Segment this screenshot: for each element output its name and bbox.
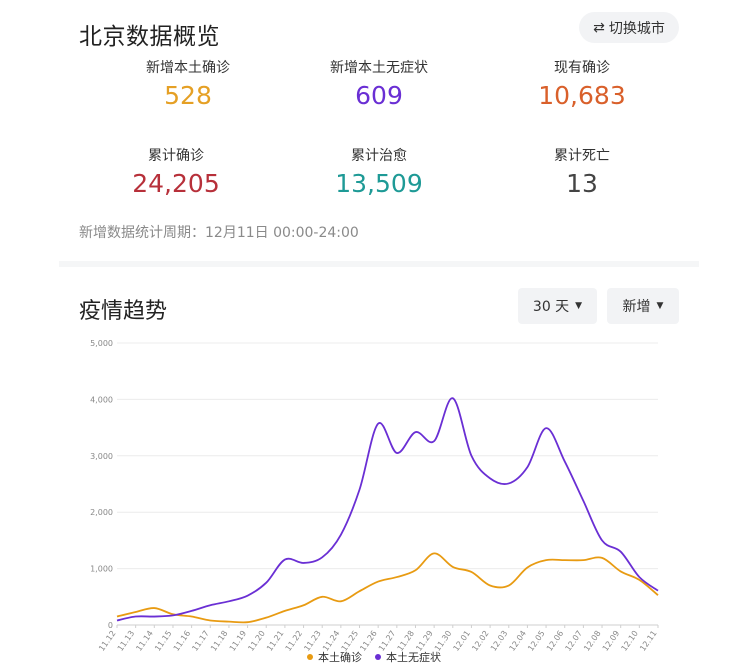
stats-period-note: 新增数据统计周期：12月11日 00:00-24:00 — [79, 225, 359, 241]
y-tick-label: 5,000 — [90, 339, 113, 348]
stat-label: 累计确诊 — [148, 148, 204, 164]
x-tick-label: 11.30 — [433, 629, 454, 653]
stat-new-local-confirmed: 新增本土确诊 528 — [88, 58, 288, 112]
x-tick-label: 11.28 — [396, 629, 417, 653]
x-tick-label: 11.16 — [172, 629, 193, 653]
x-tick-label: 11.23 — [302, 629, 323, 653]
stat-label: 累计死亡 — [554, 148, 610, 164]
switch-city-button[interactable]: ⇄ 切换城市 — [579, 12, 679, 43]
switch-city-label: 切换城市 — [608, 20, 665, 37]
series-line-1 — [116, 397, 659, 622]
x-tick-label: 11.21 — [265, 629, 286, 653]
page-title: 北京数据概览 — [79, 24, 220, 50]
legend-marker — [307, 654, 313, 660]
x-tick-label: 12.07 — [564, 629, 585, 653]
x-tick-label: 11.13 — [116, 629, 137, 653]
x-tick-label: 11.27 — [377, 629, 398, 653]
x-tick-label: 11.29 — [414, 629, 435, 653]
legend-label: 本土无症状 — [386, 650, 441, 664]
caret-down-icon: ▼ — [575, 301, 583, 311]
x-tick-label: 11.17 — [190, 629, 211, 653]
stat-total-deaths: 累计死亡 13 — [482, 146, 682, 200]
y-tick-label: 1,000 — [90, 565, 113, 574]
x-tick-label: 12.09 — [601, 629, 622, 653]
legend-label: 本土确诊 — [318, 650, 362, 664]
stat-new-local-asymptomatic: 新增本土无症状 609 — [279, 58, 479, 112]
y-tick-label: 4,000 — [90, 395, 113, 404]
stat-value: 13,509 — [335, 169, 423, 198]
x-tick-label: 11.18 — [209, 629, 230, 653]
x-tick-label: 11.12 — [97, 629, 118, 653]
range-dropdown-label: 30 天 — [532, 299, 570, 315]
x-tick-label: 12.02 — [470, 629, 491, 653]
x-tick-label: 12.03 — [489, 629, 510, 653]
range-dropdown[interactable]: 30 天 ▼ — [518, 288, 597, 324]
x-tick-label: 12.08 — [582, 629, 603, 653]
swap-arrows-icon: ⇄ — [593, 19, 605, 36]
stat-value: 13 — [566, 169, 598, 198]
mode-dropdown[interactable]: 新增 ▼ — [607, 288, 679, 324]
x-tick-label: 11.25 — [340, 629, 361, 653]
stat-label: 现有确诊 — [554, 60, 610, 76]
y-tick-label: 0 — [108, 621, 113, 630]
x-tick-label: 12.05 — [526, 629, 547, 653]
caret-down-icon: ▼ — [656, 301, 664, 311]
x-tick-label: 12.01 — [452, 629, 473, 653]
x-tick-label: 12.10 — [619, 629, 640, 653]
legend-marker — [375, 654, 381, 660]
x-tick-label: 12.11 — [638, 629, 659, 653]
stat-label: 新增本土无症状 — [330, 60, 428, 76]
stat-value: 10,683 — [538, 81, 626, 110]
stat-value: 24,205 — [132, 169, 220, 198]
stat-current-confirmed: 现有确诊 10,683 — [482, 58, 682, 112]
trend-title: 疫情趋势 — [79, 299, 168, 324]
x-tick-label: 11.24 — [321, 629, 342, 653]
y-tick-label: 2,000 — [90, 508, 113, 517]
x-tick-label: 11.26 — [358, 629, 379, 653]
trend-chart: 01,0002,0003,0004,0005,00011.1211.1311.1… — [90, 339, 659, 664]
x-tick-label: 11.20 — [246, 629, 267, 653]
x-tick-label: 12.06 — [545, 629, 566, 653]
x-tick-label: 11.19 — [228, 629, 249, 653]
x-tick-label: 11.15 — [153, 629, 174, 653]
x-tick-label: 11.14 — [134, 629, 155, 653]
y-tick-label: 3,000 — [90, 452, 113, 461]
stat-total-recovered: 累计治愈 13,509 — [279, 146, 479, 200]
series-line-0 — [116, 552, 659, 624]
stat-total-confirmed: 累计确诊 24,205 — [76, 146, 276, 200]
stat-label: 新增本土确诊 — [146, 60, 230, 76]
stat-value: 528 — [164, 81, 212, 110]
mode-dropdown-label: 新增 — [622, 299, 651, 315]
stat-label: 累计治愈 — [351, 148, 407, 164]
section-divider — [59, 261, 699, 267]
x-tick-label: 12.04 — [508, 629, 529, 653]
x-tick-label: 11.22 — [284, 629, 305, 653]
stat-value: 609 — [355, 81, 403, 110]
